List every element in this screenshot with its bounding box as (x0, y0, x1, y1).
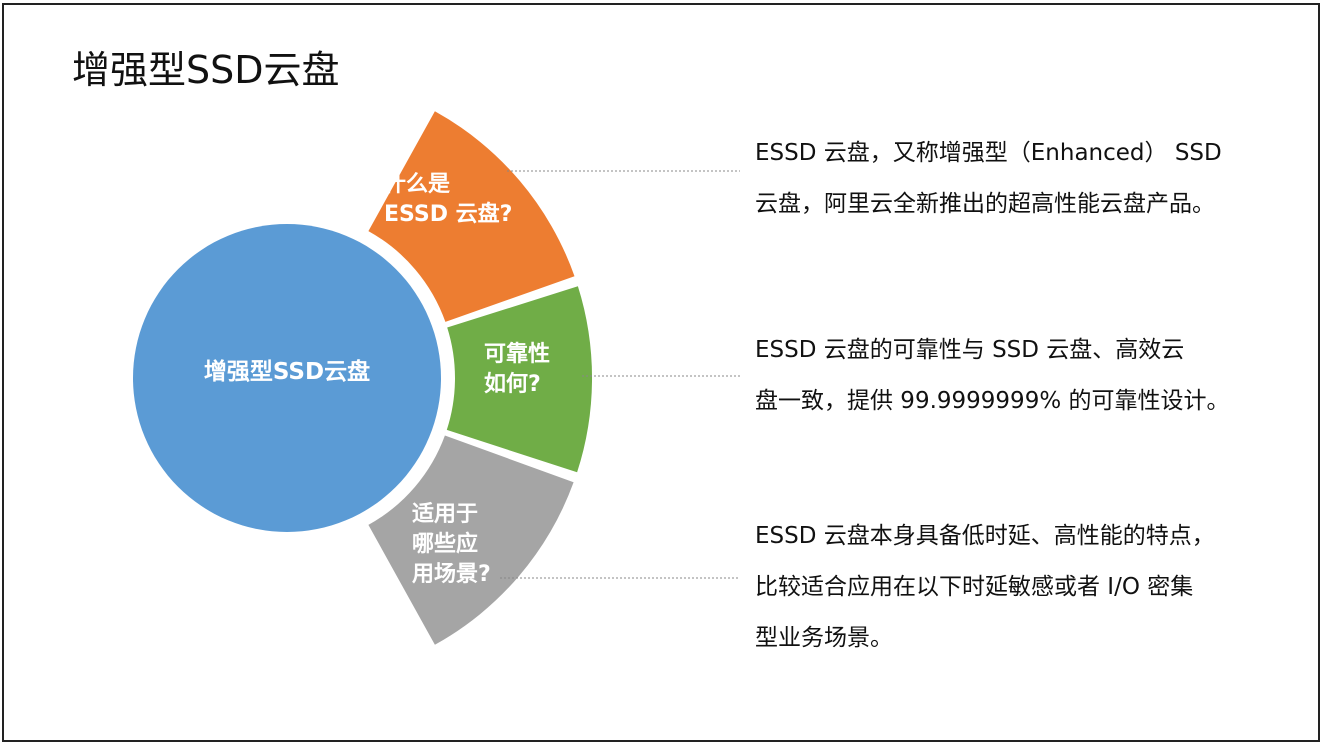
description-line: ESSD 云盘本身具备低时延、高性能的特点， (755, 511, 1215, 562)
center-label: 增强型SSD云盘 (135, 352, 439, 386)
description-what-is: ESSD 云盘，又称增强型（Enhanced） SSD 云盘，阿里云全新推出的超… (755, 128, 1222, 230)
description-line: ESSD 云盘的可靠性与 SSD 云盘、高效云 (755, 325, 1230, 376)
segment-label-reliability: 可靠性 如何? (484, 340, 550, 400)
segment-label-what-is: 什么是 ESSD 云盘? (384, 170, 512, 230)
description-line: 比较适合应用在以下时延敏感或者 I/O 密集 (755, 562, 1215, 613)
segment-label-line: 什么是 (384, 170, 512, 200)
description-reliability: ESSD 云盘的可靠性与 SSD 云盘、高效云 盘一致，提供 99.999999… (755, 325, 1230, 427)
segment-label-use-cases: 适用于 哪些应 用场景? (412, 500, 491, 590)
description-line: ESSD 云盘，又称增强型（Enhanced） SSD (755, 128, 1222, 179)
description-use-cases: ESSD 云盘本身具备低时延、高性能的特点， 比较适合应用在以下时延敏感或者 I… (755, 511, 1215, 664)
segment-label-line: 可靠性 (484, 340, 550, 370)
segment-label-line: 如何? (484, 370, 550, 400)
description-line: 盘一致，提供 99.9999999% 的可靠性设计。 (755, 376, 1230, 427)
segment-label-line: 适用于 (412, 500, 491, 530)
segment-label-line: ESSD 云盘? (384, 200, 512, 230)
description-line: 型业务场景。 (755, 613, 1215, 664)
segment-label-line: 哪些应 (412, 530, 491, 560)
description-line: 云盘，阿里云全新推出的超高性能云盘产品。 (755, 179, 1222, 230)
segment-label-line: 用场景? (412, 560, 491, 590)
